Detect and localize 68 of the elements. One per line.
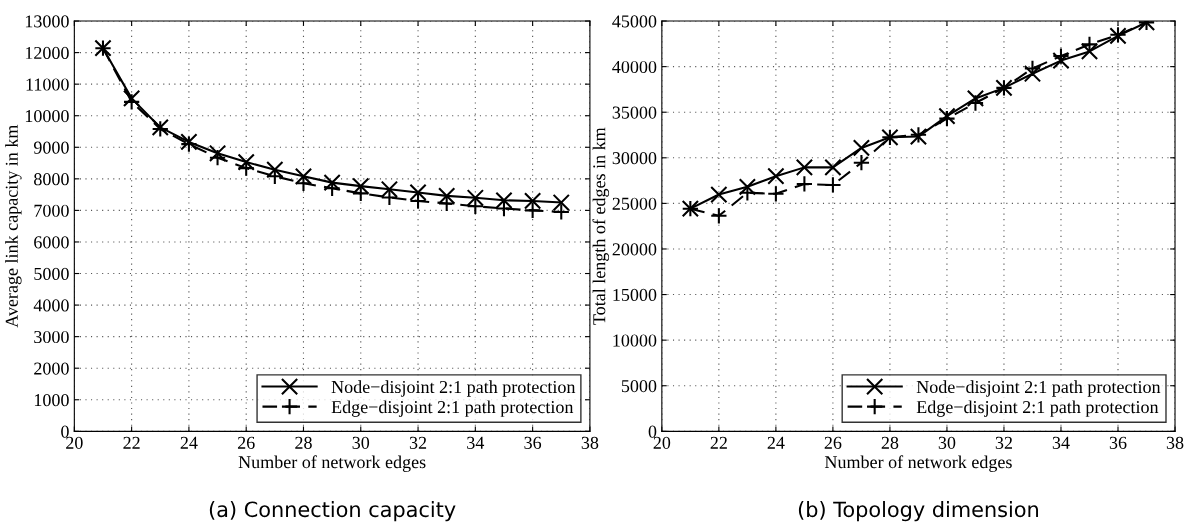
x-tick-label: 24 xyxy=(767,436,785,449)
point xyxy=(1080,42,1099,61)
y-tick-label: 12000 xyxy=(25,46,69,60)
y-tick-label: 0 xyxy=(648,425,657,438)
y-tick-label: 6000 xyxy=(34,236,69,249)
y-tick-label: 4000 xyxy=(33,299,69,312)
legend-label: Edge−disjoint 2:1 path protection xyxy=(916,400,1159,417)
point xyxy=(1023,59,1042,78)
y-tick-label: 30000 xyxy=(612,152,657,165)
x-tick-label: 36 xyxy=(524,436,542,449)
y-tick-label: 11000 xyxy=(26,78,69,91)
y-tick-label: 20000 xyxy=(612,243,657,256)
x-axis-title: Number of network edges xyxy=(238,455,426,472)
x-tick-label: 28 xyxy=(295,436,312,449)
point xyxy=(966,89,985,108)
y-tick-label: 35000 xyxy=(612,106,657,119)
text: (a) Connection capacity xyxy=(209,501,456,522)
y-tick-label: 1000 xyxy=(34,394,69,407)
y-tick-label: 9000 xyxy=(33,141,69,154)
x-tick-label: 26 xyxy=(237,436,255,449)
point xyxy=(710,185,728,204)
x-tick-label: 38 xyxy=(1166,436,1184,449)
y-tick-label: 25000 xyxy=(612,197,657,210)
point xyxy=(767,167,785,185)
legend-label: Node−disjoint 2:1 path protection xyxy=(331,380,576,397)
x-tick-label: 22 xyxy=(123,436,140,449)
point xyxy=(767,185,785,203)
y-tick-label: 13000 xyxy=(25,15,69,28)
y-tick-label: 5000 xyxy=(34,267,69,280)
x-tick-label: 24 xyxy=(180,436,198,449)
x-tick-label: 38 xyxy=(581,436,599,449)
point xyxy=(824,158,842,177)
point xyxy=(852,139,871,157)
x-tick-label: 32 xyxy=(409,436,427,449)
legend-label: Node−disjoint 2:1 path protection xyxy=(916,380,1161,397)
y-tick-label: 3000 xyxy=(34,330,69,344)
y-tick-label: 5000 xyxy=(621,379,657,393)
y-tick-label: 7000 xyxy=(34,204,69,217)
x-tick-label: 34 xyxy=(467,436,485,449)
point xyxy=(852,154,871,172)
y-tick-label: 45000 xyxy=(612,15,657,28)
y-tick-label: 0 xyxy=(61,425,69,438)
point xyxy=(1023,65,1042,83)
y-tick-label: 40000 xyxy=(612,60,657,74)
x-tick-label: 22 xyxy=(710,436,727,449)
point xyxy=(1052,51,1070,70)
x-tick-label: 30 xyxy=(352,436,370,449)
x-tick-label: 32 xyxy=(995,436,1012,449)
x-tick-label: 20 xyxy=(66,436,83,449)
point xyxy=(710,207,728,225)
text: (b) Topology dimension xyxy=(798,501,1038,522)
x-tick-label: 20 xyxy=(653,436,671,449)
x-tick-label: 34 xyxy=(1052,436,1070,449)
x-tick-label: 36 xyxy=(1109,436,1127,449)
y-tick-label: 15000 xyxy=(613,288,657,301)
x-tick-label: 30 xyxy=(938,436,956,449)
y-tick-label: 10000 xyxy=(613,334,657,347)
y-axis-title: Total length of edges in km xyxy=(592,127,610,325)
legend-label: Edge−disjoint 2:1 path protection xyxy=(331,400,574,417)
y-axis-title: Average link capacity in km xyxy=(5,124,22,328)
x-tick-label: 28 xyxy=(881,436,899,449)
point xyxy=(795,158,814,177)
x-axis-title: Number of network edges xyxy=(824,455,1012,472)
x-tick-label: 26 xyxy=(824,436,842,449)
y-tick-label: 10000 xyxy=(25,109,69,123)
y-tick-label: 2000 xyxy=(34,362,69,375)
point xyxy=(122,89,141,108)
y-tick-label: 8000 xyxy=(34,173,69,186)
